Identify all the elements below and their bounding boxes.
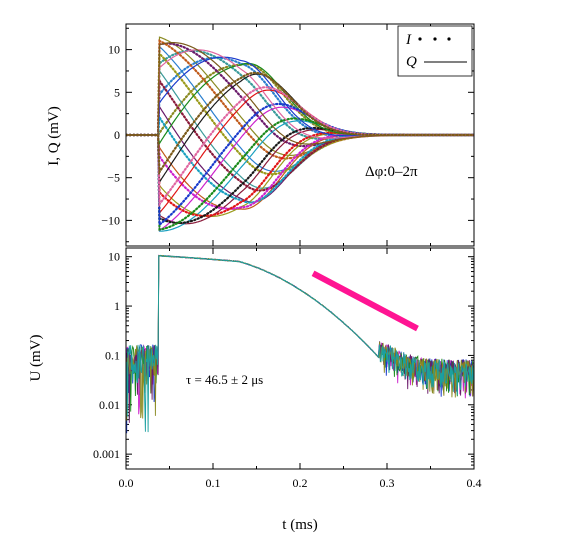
bottom-panel: 0.0 0.1 0.2 0.3 0.4 0.001 0.01 0.1 1 10 U (mV) t …	[28, 247, 482, 533]
bottom-plot-frame	[125, 247, 475, 470]
bottom-xlabel: t (ms)	[282, 517, 317, 533]
bottom-ytick-label: 0.01	[99, 398, 120, 412]
bottom-xtick-label: 0.2	[293, 476, 308, 490]
top-series-group	[126, 36, 474, 232]
series-u-2	[126, 254, 474, 420]
bottom-xtick-label: 0.1	[206, 476, 221, 490]
top-panel: −10 −5 0 5 10 I, Q (mV) I Q Δφ:0–2π	[46, 23, 475, 247]
bottom-xtick-label: 0.0	[119, 476, 134, 490]
legend-swatch-i	[418, 37, 451, 41]
series-u-1	[126, 254, 474, 434]
top-ytick-label: −5	[107, 171, 120, 185]
legend: I Q	[397, 25, 473, 77]
fit-line	[311, 270, 419, 332]
series-i-phase-5	[126, 50, 474, 176]
bottom-ytick-label: 0.1	[105, 348, 120, 362]
series-i-phase-14	[126, 71, 474, 176]
legend-box	[397, 25, 473, 77]
series-i-phase-9	[126, 131, 474, 217]
top-ytick-label: 0	[114, 128, 120, 142]
bottom-series-group	[126, 254, 474, 434]
legend-label-i: I	[405, 32, 412, 48]
top-plot-frame	[125, 23, 475, 247]
series-u-4	[126, 254, 474, 421]
legend-label-q: Q	[406, 54, 417, 70]
top-annotation: Δφ:0–2π	[365, 164, 418, 180]
series-u-0	[126, 254, 474, 415]
series-u-5	[126, 254, 474, 433]
series-q-phase-8	[126, 106, 474, 232]
top-ytick-label: 5	[114, 85, 120, 99]
top-ytick-label: 10	[108, 43, 120, 57]
bottom-annotation: τ = 46.5 ± 2 μs	[186, 372, 263, 387]
series-q-phase-10	[126, 73, 474, 184]
bottom-xtick-label: 0.3	[380, 476, 395, 490]
bottom-xtick-label: 0.4	[467, 476, 482, 490]
top-ytick-label: −10	[101, 213, 120, 227]
top-ylabel: I, Q (mV)	[46, 106, 62, 166]
bottom-ytick-label: 1	[114, 299, 120, 313]
series-u-3	[126, 255, 474, 423]
bottom-ylabel: U (mV)	[28, 334, 44, 381]
bottom-ytick-label: 10	[108, 250, 120, 264]
bottom-ytick-label: 0.001	[93, 447, 120, 461]
